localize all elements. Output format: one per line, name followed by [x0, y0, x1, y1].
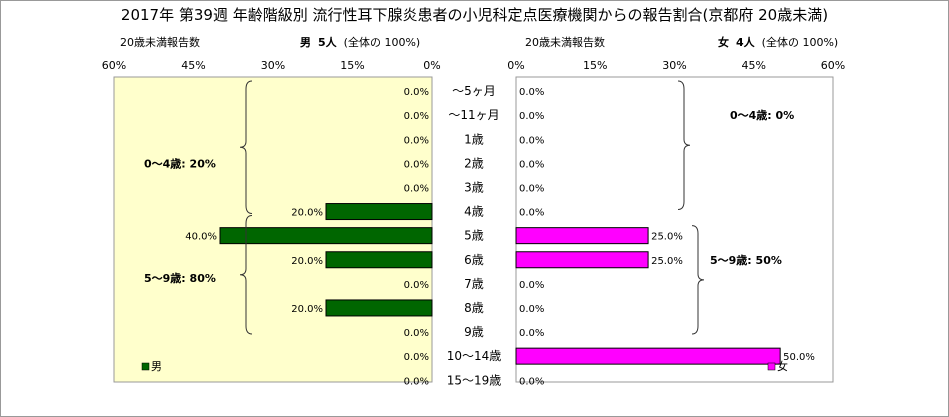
category-label: 15～19歳 — [447, 373, 502, 387]
male-x-tick-label: 45% — [181, 59, 205, 72]
female-value-label: 50.0% — [783, 352, 815, 363]
male-x-tick-label: 0% — [423, 59, 440, 72]
category-label: 7歳 — [464, 277, 484, 291]
male-bar — [325, 251, 433, 269]
female-x-tick-label: 60% — [821, 59, 845, 72]
male-x-tick-label: 30% — [261, 59, 285, 72]
male-value-label: 0.0% — [404, 280, 429, 291]
male-legend-swatch — [141, 362, 150, 371]
female-x-tick-label: 0% — [507, 59, 524, 72]
male-5-9-annotation: 5～9歳: 80% — [144, 271, 216, 285]
female-5-9-brace — [691, 225, 705, 335]
category-label: 2歳 — [464, 156, 484, 170]
male-value-label: 20.0% — [291, 256, 323, 267]
male-bar — [325, 203, 433, 221]
category-label: 6歳 — [464, 253, 484, 267]
male-header-summary: 男 5人 (全体の 100%) — [300, 34, 420, 50]
female-header-summary: 女 4人 (全体の 100%) — [718, 34, 838, 50]
category-label: 10～14歳 — [447, 349, 502, 363]
male-header-sex: 男 — [300, 36, 311, 49]
male-value-label: 0.0% — [404, 111, 429, 122]
male-value-label: 0.0% — [404, 135, 429, 146]
male-value-label: 0.0% — [404, 183, 429, 194]
male-x-tick-label: 60% — [102, 59, 126, 72]
category-label: 1歳 — [464, 132, 484, 146]
male-value-label: 20.0% — [291, 208, 323, 219]
male-bar — [325, 299, 433, 317]
female-x-tick-label: 15% — [583, 59, 607, 72]
chart-title: 2017年 第39週 年齢階級別 流行性耳下腺炎患者の小児科定点医療機関からの報… — [120, 6, 829, 24]
female-value-label: 0.0% — [519, 376, 544, 387]
male-legend-label: 男 — [151, 360, 162, 373]
category-label: 5歳 — [464, 229, 484, 243]
male-bar — [219, 227, 433, 245]
male-value-label: 20.0% — [291, 304, 323, 315]
male-5-9-brace — [239, 215, 253, 335]
female-value-label: 0.0% — [519, 159, 544, 170]
female-value-label: 0.0% — [519, 183, 544, 194]
male-header-label: 20歳未満報告数 — [120, 36, 200, 49]
female-value-label: 0.0% — [519, 280, 544, 291]
male-value-label: 0.0% — [404, 328, 429, 339]
male-value-label: 0.0% — [404, 376, 429, 387]
category-label: 9歳 — [464, 325, 484, 339]
female-x-tick-label: 30% — [662, 59, 686, 72]
female-legend-label: 女 — [777, 359, 788, 373]
male-value-label: 0.0% — [404, 159, 429, 170]
male-header-total: (全体の 100%) — [343, 36, 421, 49]
male-value-label: 40.0% — [185, 232, 217, 243]
male-0-4-annotation: 0～4歳: 20% — [144, 156, 216, 170]
female-5-9-annotation: 5～9歳: 50% — [710, 253, 782, 267]
female-value-label: 0.0% — [519, 304, 544, 315]
female-value-label: 0.0% — [519, 208, 544, 219]
female-header-total: (全体の 100%) — [761, 36, 839, 49]
female-value-label: 25.0% — [651, 232, 683, 243]
female-value-label: 0.0% — [519, 135, 544, 146]
male-header-count: 5人 — [318, 36, 337, 49]
female-header-sex: 女 — [718, 36, 729, 49]
female-x-tick-label: 45% — [742, 59, 766, 72]
female-value-label: 25.0% — [651, 256, 683, 267]
category-label: ～5ヶ月 — [452, 84, 496, 98]
male-x-tick-label: 15% — [340, 59, 364, 72]
female-0-4-annotation: 0～4歳: 0% — [730, 108, 794, 122]
male-value-label: 0.0% — [404, 352, 429, 363]
female-legend-swatch — [767, 362, 776, 371]
female-0-4-brace — [677, 80, 691, 211]
female-header-label: 20歳未満報告数 — [525, 36, 605, 49]
male-0-4-brace — [239, 80, 253, 215]
female-bar — [515, 251, 649, 269]
category-label: 8歳 — [464, 301, 484, 315]
female-bar — [515, 347, 781, 365]
female-value-label: 0.0% — [519, 328, 544, 339]
female-header-count: 4人 — [736, 36, 755, 49]
female-value-label: 0.0% — [519, 111, 544, 122]
female-bar — [515, 227, 649, 245]
female-value-label: 0.0% — [519, 87, 544, 98]
category-label: 3歳 — [464, 180, 484, 194]
male-value-label: 0.0% — [404, 87, 429, 98]
category-label: 4歳 — [464, 205, 484, 219]
category-label: ～11ヶ月 — [448, 108, 499, 122]
